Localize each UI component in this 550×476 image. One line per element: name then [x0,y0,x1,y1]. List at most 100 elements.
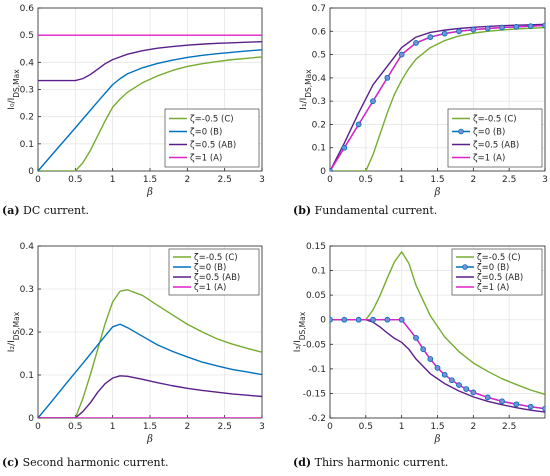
legend-entry: ζ=0.5 (AB) [477,273,523,283]
y-tick-label: 0.15 [306,242,326,252]
series-line-1 [38,56,262,171]
legend: ζ=-0.5 (C)ζ=0 (B)ζ=0.5 (AB)ζ=1 (A) [447,108,543,168]
y-tick-label: 0.4 [312,74,327,84]
panel-caption: (c) Second harmonic current. [2,456,169,469]
legend-entry: ζ=0 (B) [194,263,226,273]
series-point-overlay [413,40,419,46]
series-point-overlay [499,24,505,31]
y-tick-label: 0.3 [20,86,34,96]
series-point-overlay [398,316,405,323]
y-tick-label: 0.1 [20,140,34,150]
y-tick-label: 0 [28,414,34,424]
panel-d: 0 0.5 1 1.5 2 2.5 -0.2 -0.15 -0.1 -0.05 0 0.05 0.1 0.… [293,242,546,469]
x-tick-label: 1.5 [143,175,157,185]
series-line-3 [38,40,262,82]
x-tick-label: 2.5 [502,422,516,432]
x-tick-label: 3 [542,175,548,185]
series-point-overlay [370,98,376,104]
panel-c: 0 0.5 1 1.5 2 2.5 3 0 0.1 0.2 0.3 0.4 β I₂/IDS,Max ζ=-… [2,242,265,469]
y-tick-label: 0.3 [20,285,34,295]
series-point-overlay [441,371,448,378]
series-line-3 [330,319,545,413]
legend: ζ=-0.5 (C)ζ=0 (B)ζ=0.5 (AB)ζ=1 (A) [164,108,260,168]
x-tick-label: 0.5 [68,422,82,432]
x-tick-label: 1.5 [430,422,444,432]
legend-entry: ζ=1 (A) [190,154,222,164]
series-point-overlay [527,403,534,410]
y-tick-label: 0.1 [312,267,326,277]
panel-b: 0 0.5 1 1.5 2 2.5 3 0 0.1 0.2 0.3 0.4 0.5 0.6 0.7 β I₁/I… [293,4,548,217]
panel-caption: (b) Fundamental current. [293,204,437,217]
series-point-overlay [542,405,545,412]
x-tick-label: 1 [399,422,405,432]
x-tick-label: 2 [470,422,476,432]
panel-caption: (d) Thirs harmonic current. [293,456,448,469]
series-point-overlay [456,382,462,388]
y-tick-label: 0.2 [20,113,34,123]
x-tick-label: 0.5 [68,175,82,185]
x-axis-label: β [434,434,441,445]
y-tick-label: 0.5 [312,51,326,61]
series-line-3 [330,23,545,171]
series-point-overlay [513,401,520,408]
series-point-overlay [427,34,434,40]
series-point-overlay [341,316,348,323]
series-line-1 [38,289,262,418]
x-tick-label: 1.5 [430,175,444,185]
series-layer [38,34,262,171]
y-tick-label: 0.7 [312,4,326,14]
legend-marker [462,264,468,270]
x-tick-label: 1 [110,175,116,185]
x-tick-label: 2.5 [218,175,232,185]
series-point-overlay [463,386,469,392]
legend-entry: ζ=-0.5 (C) [473,115,517,125]
series-point-overlay [341,144,348,151]
series-point-overlay [398,51,405,58]
x-tick-label: 0 [35,175,41,185]
series-layer [38,289,262,418]
series-point-overlay [456,28,462,35]
x-tick-label: 2 [184,175,190,185]
legend-entry: ζ=0 (B) [190,128,222,138]
y-tick-label: 0.5 [20,31,34,41]
x-tick-label: 0.5 [359,422,373,432]
x-tick-label: 2 [184,422,190,432]
y-tick-label: 0 [320,316,326,326]
y-tick-label: 0.6 [20,4,35,14]
y-tick-label: 0.05 [306,291,326,301]
x-tick-label: 0 [35,422,41,432]
series-line-4 [330,24,545,171]
x-tick-label: 2 [470,175,476,185]
y-tick-label: -0.15 [303,389,326,399]
legend-entry: ζ=1 (A) [477,283,509,293]
legend-entry: ζ=1 (A) [194,283,226,293]
series-point-overlay [420,346,426,353]
legend-entry: ζ=-0.5 (C) [194,253,238,263]
y-tick-label: 0.6 [312,27,327,37]
y-tick-label: -0.2 [308,414,326,424]
y-tick-label: 0.4 [20,58,35,68]
x-tick-label: 3 [259,175,265,185]
panel-caption: (a) DC current. [2,204,89,217]
x-tick-label: 0 [327,422,333,432]
series-line-1 [330,251,545,396]
x-tick-label: 2.5 [502,175,516,185]
legend: ζ=-0.5 (C)ζ=0 (B)ζ=0.5 (AB)ζ=1 (A) [451,248,543,296]
x-axis-label: β [146,187,153,198]
x-axis-label: β [434,187,441,198]
y-axis-label: I₁/IDS,Max [299,69,313,110]
x-tick-label: 1 [110,422,116,432]
y-axis-label: I₂/IDS,Max [7,311,21,352]
legend-entry: ζ=0.5 (AB) [194,273,240,283]
x-tick-label: 1.5 [143,422,157,432]
legend: ζ=-0.5 (C)ζ=0 (B)ζ=0.5 (AB)ζ=1 (A) [168,248,260,296]
legend-entry: ζ=-0.5 (C) [477,253,521,263]
legend-entry: ζ=0.5 (AB) [473,141,519,151]
series-point-overlay [542,22,545,29]
y-tick-label: 0.2 [312,120,326,130]
series-layer [330,22,545,171]
series-point-overlay [355,121,362,128]
x-axis-label: β [146,434,153,445]
legend-marker [458,128,464,135]
